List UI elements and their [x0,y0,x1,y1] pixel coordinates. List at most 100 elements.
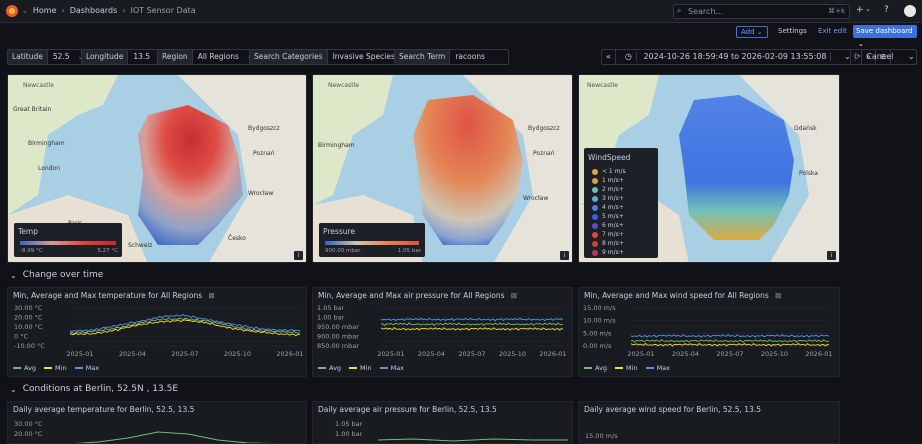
pressure-legend-max: 1.05 bar [397,248,421,254]
link-icon: ⊠ [775,291,782,300]
series-max [380,317,564,322]
grafana-logo-icon[interactable] [6,5,18,17]
temp-legend-max: 5.27 °C [97,248,118,254]
x-tick-label: 2026-01 [276,350,303,358]
search-icon: ⌕ [677,6,682,15]
legend-item-max: Max [645,364,670,372]
panel-title: Min, Average and Max air pressure for Al… [318,291,518,300]
info-icon[interactable]: i [827,251,836,260]
time-range[interactable]: ◷ 2024-10-26 18:59:49 to 2026-02-09 13:5… [616,50,862,64]
info-icon[interactable]: i [560,251,569,260]
cancel-refresh-button[interactable]: ⟳ Cancel ⌄ [850,49,917,65]
y-tick-label: 10.00 °C [14,323,43,331]
legend-item-avg: Avg [13,364,36,372]
map-label: Wrocław [248,190,273,197]
time-back-icon[interactable]: « [602,50,616,64]
search-term-input[interactable]: racoons [450,50,509,64]
map-label: Newcastle [328,82,359,89]
daily-wind-panel[interactable]: Daily average wind speed for Berlin, 52.… [578,401,840,444]
refresh-icon: ⟳ [854,52,861,61]
plus-icon[interactable]: + [856,5,864,15]
legend-item-avg: Avg [584,364,607,372]
save-dashboard-button[interactable]: Save dashboard ⌄ [853,25,917,48]
y-tick-label: 20.00 °C [14,430,43,438]
time-picker[interactable]: « ◷ 2024-10-26 18:59:49 to 2026-02-09 13… [601,49,892,65]
chevron-down-icon[interactable]: ⌄ [22,6,28,15]
temp-map[interactable]: Newcastle Great Britain Birmingham Londo… [8,75,307,263]
legend-dot-icon [592,213,598,220]
search-placeholder: Search... [688,7,724,16]
search-term-label: Search Term [395,50,451,64]
region-variable[interactable]: Region All Regions⌄ [157,49,260,65]
x-tick-label: 2025-10 [761,350,788,358]
temp-legend: Temp -8.99 °C 5.27 °C [14,223,122,257]
wind-timeseries-panel[interactable]: Min, Average and Max wind speed for All … [578,287,840,377]
wind-chart: 15.00 m/s 10.00 m/s 5.00 m/s 0.00 m/s 2025-0… [583,304,833,358]
wind-legend-item: 8 m/s+ [592,239,626,248]
latitude-select[interactable]: 52.5 ⌄ [47,50,89,64]
x-tick-label: 2025-04 [418,350,445,358]
y-tick-label: 5.00 m/s [583,329,612,337]
search-shortcut: ⌘+k [828,7,845,15]
x-tick-label: 2025-07 [716,350,743,358]
category-label: Search Categories [250,50,328,64]
breadcrumb-dashboards[interactable]: Dashboards [69,6,118,15]
legend-item-min: Min [44,364,67,372]
time-forward-icon[interactable]: » [862,50,876,64]
map-label: Poznań [533,150,555,157]
temp-map-panel[interactable]: Newcastle Great Britain Birmingham Londo… [7,74,307,263]
wind-map-panel[interactable]: Newcastle Gdańsk Polska WindSpeed < 1 m/… [578,74,840,263]
map-label: Newcastle [23,82,54,89]
breadcrumb-separator-icon: › [61,6,65,15]
map-label: Gdańsk [794,125,817,132]
daily-pressure-panel[interactable]: Daily average air pressure for Berlin, 5… [312,401,573,444]
pressure-map-panel[interactable]: Newcastle Birmingham Bydgoszcz Poznań Wr… [312,74,573,263]
series-avg [380,322,564,327]
y-tick-label: 1.05 bar [335,420,363,428]
legend-item-avg: Avg [318,364,341,372]
y-tick-label: 1.00 bar [335,430,363,438]
longitude-variable[interactable]: Longitude 13.5⌄ [81,49,171,65]
info-icon[interactable]: i [294,251,303,260]
help-icon[interactable]: ? [884,5,889,15]
add-button[interactable]: Add ⌄ [736,26,768,38]
panel-title: Daily average wind speed for Berlin, 52.… [584,405,762,414]
x-tick-label: 2025-07 [171,350,198,358]
map-label: Birmingham [28,140,65,147]
zoom-out-icon[interactable]: ⊖ [879,52,887,61]
row-conditions-berlin[interactable]: ⌄ Conditions at Berlin, 52.5N , 13.5E [10,384,178,394]
temp-chart: 30.00 °C 20.00 °C10.00 °C 0 °C-10.00 °C 202… [14,304,304,358]
map-label: Newcastle [587,82,618,89]
category-variable[interactable]: Search Categories Invasive Species⌄ [249,49,416,65]
search-term-variable[interactable]: Search Term racoons [394,49,510,65]
avatar[interactable] [904,5,916,17]
pressure-legend-gradient [325,241,419,245]
temp-timeseries-panel[interactable]: Min, Average and Max temperature for All… [7,287,307,377]
chevron-down-icon[interactable]: ⌄ [10,270,17,280]
wind-legend-item: 9 m/s+ [592,248,626,257]
exit-edit-button[interactable]: Exit edit [818,27,847,35]
legend-item-min: Min [349,364,372,372]
wind-legend-item: 2 m/s+ [592,185,626,194]
breadcrumb-home[interactable]: Home [32,6,57,15]
search-input[interactable]: ⌕ Search... ⌘+k [673,4,850,19]
map-label: Bydgoszcz [528,125,560,132]
series-avg [69,317,301,335]
daily-temp-panel[interactable]: Daily average temperature for Berlin, 52… [7,401,307,444]
map-label: Polska [799,170,818,177]
chart-legend: Avg Min Max [13,364,99,372]
map-label: Poznań [253,150,275,157]
latitude-variable[interactable]: Latitude 52.5 ⌄ [7,49,90,65]
pressure-timeseries-panel[interactable]: Min, Average and Max air pressure for Al… [312,287,573,377]
settings-button[interactable]: Settings [778,27,807,35]
chevron-down-icon[interactable]: ⌄ [10,384,17,394]
row-change-over-time[interactable]: ⌄ Change over time [10,270,103,280]
link-icon: ⊠ [208,291,215,300]
clock-icon: ◷ [620,52,637,61]
wind-map[interactable]: Newcastle Gdańsk Polska [579,75,840,263]
series-min [630,342,830,347]
legend-dot-icon [592,240,598,247]
series-line [377,438,568,442]
chevron-down-icon[interactable]: ⌄ [865,5,871,13]
panel-title: Min, Average and Max wind speed for All … [584,291,782,300]
